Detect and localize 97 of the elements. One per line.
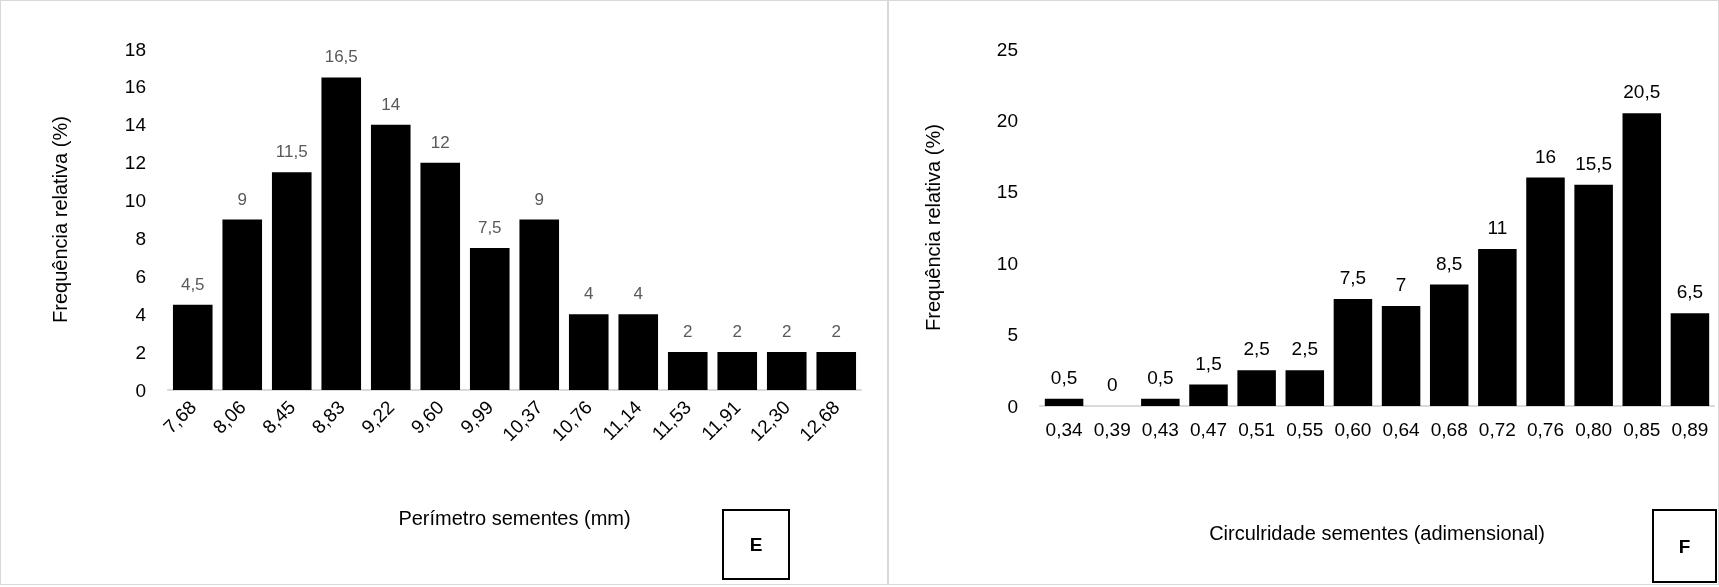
x-tick-label: 0,34: [1045, 419, 1083, 440]
data-label: 0: [1106, 374, 1118, 395]
data-label: 9: [534, 189, 544, 209]
data-label: 16,5: [324, 47, 358, 67]
y-tick-label: 0: [1007, 395, 1018, 417]
data-label: 11,5: [275, 142, 308, 162]
data-label: 4: [584, 284, 594, 304]
y-tick-label: 25: [996, 38, 1018, 60]
y-tick-label: 10: [124, 190, 146, 212]
x-tick-label: 7,68: [159, 396, 201, 438]
bar: [1141, 398, 1180, 406]
data-label: 4: [633, 284, 643, 304]
bar: [1478, 248, 1517, 406]
bar: [1285, 370, 1325, 406]
bar: [1526, 177, 1565, 406]
bar: [271, 172, 312, 390]
bar: [420, 162, 461, 390]
bar: [519, 219, 560, 390]
data-label: 2,5: [1243, 338, 1270, 360]
y-tick-label: 18: [124, 38, 146, 60]
y-tick-label: 14: [124, 114, 147, 136]
data-label: 1,5: [1195, 352, 1222, 374]
bar: [172, 304, 213, 390]
data-label: 2: [831, 322, 841, 342]
data-label: 2: [683, 322, 693, 342]
y-tick-label: 0: [135, 379, 146, 401]
bar: [222, 219, 263, 390]
y-tick-label: 12: [124, 152, 146, 174]
y-axis-title: Frequência relativa (%): [922, 124, 944, 331]
x-tick-label: 0,72: [1478, 419, 1516, 440]
data-label: 8,5: [1436, 252, 1463, 274]
x-tick-label: 0,89: [1671, 419, 1709, 440]
x-tick-label: 9,99: [456, 396, 498, 438]
x-tick-label: 8,06: [208, 396, 250, 438]
x-tick-label: 0,55: [1286, 419, 1324, 440]
data-label: 2: [782, 322, 792, 342]
y-tick-label: 16: [124, 76, 146, 98]
data-label: 7,5: [1339, 266, 1367, 288]
bar: [717, 352, 758, 390]
x-tick-label: 0,64: [1382, 419, 1420, 440]
data-label: 11: [1487, 216, 1508, 238]
data-label: 12: [430, 132, 450, 152]
x-tick-label: 0,76: [1527, 419, 1564, 440]
bar: [1189, 384, 1228, 406]
bar: [667, 352, 708, 390]
y-tick-label: 8: [135, 227, 146, 249]
data-label: 14: [381, 94, 401, 114]
data-label: 0,5: [1050, 366, 1078, 388]
y-tick-label: 10: [996, 252, 1018, 274]
x-tick-label: 0,85: [1623, 419, 1661, 440]
bar: [321, 77, 362, 390]
x-tick-label: 8,83: [307, 396, 349, 438]
x-tick-label: 0,43: [1141, 419, 1179, 440]
data-label: 6,5: [1676, 281, 1704, 303]
x-tick-label: 0,80: [1575, 419, 1613, 440]
text: E: [749, 534, 763, 555]
y-tick-label: 15: [996, 181, 1018, 203]
bar: [568, 314, 609, 390]
data-label: 16: [1534, 145, 1557, 167]
data-label: 2,5: [1291, 338, 1318, 360]
data-label: 0,5: [1147, 366, 1174, 388]
data-label: 9: [237, 189, 247, 209]
bar: [618, 314, 659, 390]
y-tick-label: 2: [135, 341, 146, 363]
text: F: [1678, 535, 1691, 557]
bar: [1237, 370, 1276, 406]
bar: [1574, 184, 1613, 406]
y-tick-label: 5: [1007, 324, 1018, 346]
data-label: 7: [1395, 274, 1407, 296]
bar: [816, 352, 857, 390]
x-tick-label: 0,47: [1190, 419, 1227, 440]
bar: [370, 124, 411, 390]
x-tick-label: 0,39: [1093, 419, 1131, 440]
bar: [766, 352, 807, 390]
bar: [1381, 306, 1421, 406]
x-tick-label: 0,68: [1430, 419, 1468, 440]
bar: [469, 247, 510, 390]
x-axis-title: Circulridade sementes (adimensional): [1209, 522, 1545, 544]
bar: [1044, 398, 1084, 406]
x-tick-label: 9,60: [406, 396, 448, 438]
data-label: 15,5: [1575, 152, 1613, 174]
y-axis-title: Frequência relativa (%): [49, 116, 71, 323]
bar: [1429, 284, 1469, 406]
x-axis-title: Perímetro sementes (mm): [398, 507, 631, 529]
data-label: 7,5: [477, 217, 502, 237]
y-tick-label: 4: [135, 303, 147, 325]
data-label: 2: [732, 322, 742, 342]
y-tick-label: 6: [135, 265, 146, 287]
data-label: 20,5: [1623, 81, 1661, 103]
bar: [1622, 113, 1662, 406]
x-tick-label: 9,22: [357, 396, 399, 438]
bar: [1670, 313, 1710, 406]
x-tick-label: 0,60: [1334, 419, 1372, 440]
bar: [1333, 298, 1373, 406]
x-tick-label: 0,51: [1238, 419, 1276, 440]
data-label: 4,5: [180, 274, 205, 294]
y-tick-label: 20: [996, 109, 1018, 131]
